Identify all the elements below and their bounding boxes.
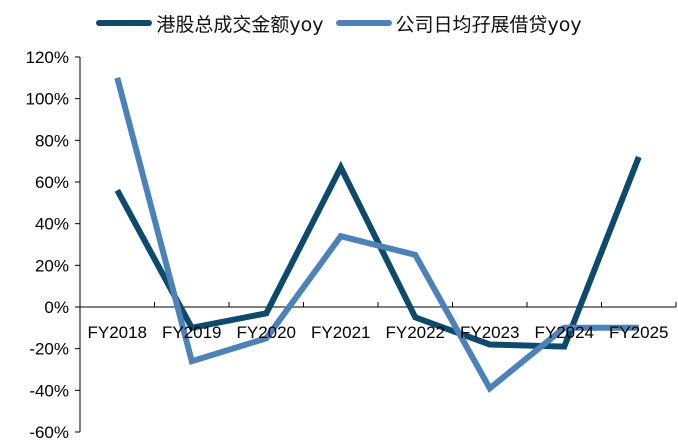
x-axis-tick-labels: FY2018 FY2019 FY2020 FY2021 FY2022 FY2023 FY20… (87, 323, 668, 342)
legend-swatch-series-2 (335, 20, 392, 26)
y-tick-label: 60% (35, 173, 69, 192)
x-tick-label-FY2021: FY2021 (311, 323, 371, 342)
y-tick-label: -20% (29, 340, 69, 359)
legend-label-series-2: 公司日均孖展借贷yoy (395, 13, 582, 36)
y-tick-label: -40% (29, 381, 69, 400)
y-tick-label: -60% (29, 423, 69, 442)
x-tick-label-FY2025: FY2025 (609, 323, 669, 342)
y-tick-label: 0% (44, 298, 69, 317)
legend-label-series-1: 港股总成交金额yoy (156, 13, 324, 36)
legend-swatch-series-1 (96, 20, 153, 26)
series-lines (114, 77, 642, 393)
y-tick-label: 120% (26, 48, 69, 67)
x-tick-label-FY2019: FY2019 (162, 323, 222, 342)
x-tick-label-FY2022: FY2022 (385, 323, 445, 342)
x-tick-label-FY2018: FY2018 (87, 323, 147, 342)
series-line-2 (114, 77, 639, 393)
legend-item-series-2: 公司日均孖展借贷yoy (335, 10, 582, 37)
x-tick-label-FY2023: FY2023 (460, 323, 520, 342)
chart-legend: 港股总成交金额yoy 公司日均孖展借贷yoy (0, 8, 678, 38)
x-tick-label-FY2024: FY2024 (534, 323, 594, 342)
series-line-1 (114, 155, 642, 350)
y-tick-label: 100% (26, 90, 69, 109)
y-tick-label: 20% (35, 256, 69, 275)
y-tick-label: 80% (35, 131, 69, 150)
legend-item-series-1: 港股总成交金额yoy (96, 10, 324, 37)
y-tick-label: 40% (35, 215, 69, 234)
y-axis-tick-labels: 120% 100% 80% 60% 40% 20% 0% -20% -40% -60% (26, 48, 69, 442)
x-tick-label-FY2020: FY2020 (236, 323, 296, 342)
